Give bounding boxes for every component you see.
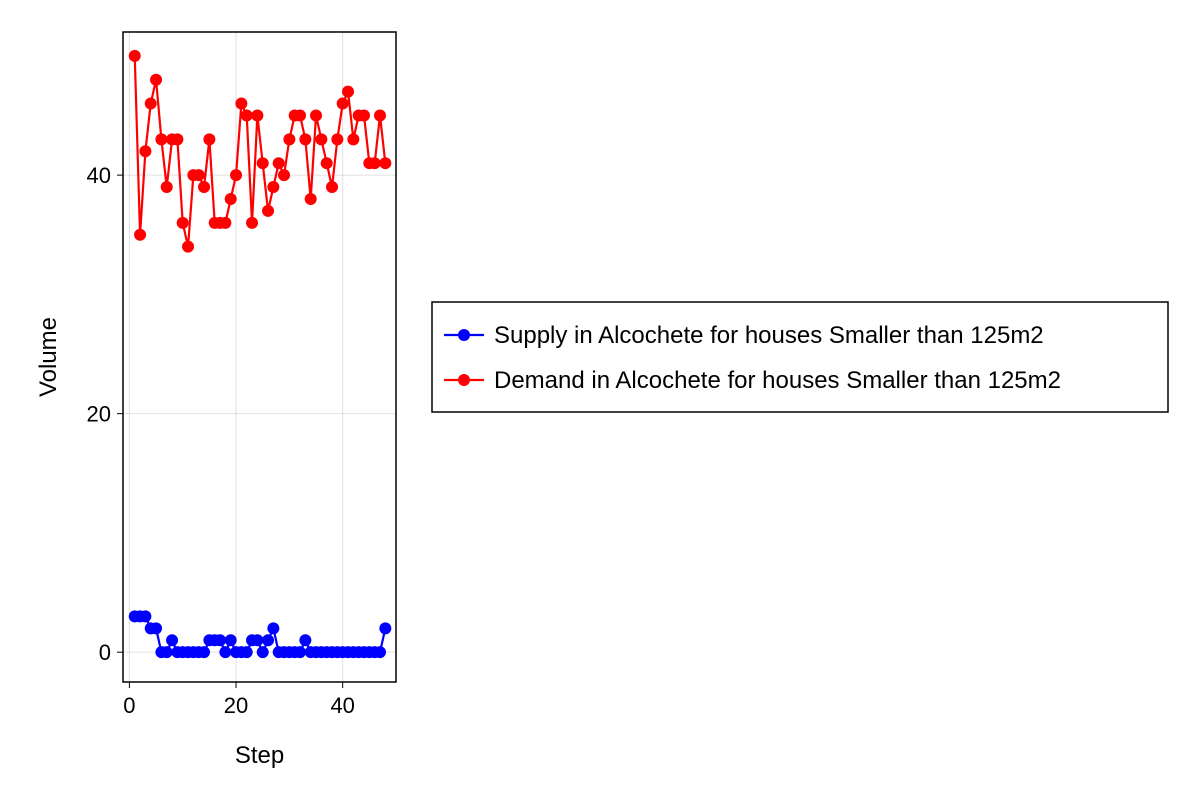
data-point (310, 109, 323, 122)
data-point (171, 133, 184, 146)
data-point (219, 216, 232, 229)
data-point (251, 634, 264, 647)
series-layer (128, 49, 392, 659)
axis-ticks: 0 20 40 0 20 40 (87, 163, 355, 718)
data-point (267, 622, 280, 635)
data-point (379, 622, 392, 635)
data-point (267, 181, 280, 194)
data-point (139, 145, 152, 158)
data-point (272, 157, 285, 170)
data-point (134, 228, 147, 241)
series-line (133, 55, 387, 248)
data-point (251, 109, 264, 122)
data-point (304, 192, 317, 205)
data-point (219, 646, 232, 659)
data-point (224, 634, 237, 647)
series-supply (128, 610, 392, 659)
legend-label: Supply in Alcochete for houses Smaller t… (494, 322, 1044, 349)
data-point (299, 133, 312, 146)
data-point (224, 192, 237, 205)
data-point (150, 73, 163, 86)
data-point (235, 97, 248, 110)
data-point (155, 133, 168, 146)
data-point (256, 646, 269, 659)
legend-label: Demand in Alcochete for houses Smaller t… (494, 367, 1061, 394)
data-point (150, 622, 163, 635)
x-tick-label: 20 (224, 693, 248, 718)
data-point (198, 646, 211, 659)
data-point (379, 157, 392, 170)
data-point (160, 181, 173, 194)
data-point (294, 646, 307, 659)
data-point (342, 85, 355, 98)
data-point (283, 133, 296, 146)
legend-item: Supply in Alcochete for houses Smaller t… (444, 322, 1044, 349)
legend-marker (458, 374, 470, 386)
data-point (347, 133, 360, 146)
legend-item: Demand in Alcochete for houses Smaller t… (444, 367, 1061, 394)
data-point (192, 169, 205, 182)
y-tick-label: 0 (99, 640, 111, 665)
data-point (262, 634, 275, 647)
data-point (128, 49, 141, 62)
y-tick-label: 40 (87, 163, 111, 188)
data-point (278, 169, 291, 182)
data-point (182, 240, 195, 253)
data-point (326, 181, 339, 194)
data-point (315, 133, 328, 146)
data-point (262, 204, 275, 217)
data-point (256, 157, 269, 170)
x-tick-label: 0 (123, 693, 135, 718)
data-point (336, 97, 349, 110)
data-point (214, 634, 227, 647)
legend-box (431, 301, 1169, 413)
data-point (246, 216, 259, 229)
x-tick-label: 40 (330, 693, 354, 718)
data-point (358, 109, 371, 122)
data-point (374, 646, 387, 659)
y-axis-label: Volume (35, 317, 62, 397)
legend-items: Supply in Alcochete for houses Smaller t… (444, 322, 1061, 394)
data-point (198, 181, 211, 194)
data-point (176, 216, 189, 229)
data-point (331, 133, 344, 146)
data-point (374, 109, 387, 122)
data-point (299, 634, 312, 647)
data-point (160, 646, 173, 659)
data-point (230, 169, 243, 182)
data-point (240, 109, 253, 122)
data-point (368, 157, 381, 170)
legend: Supply in Alcochete for houses Smaller t… (431, 301, 1169, 413)
plot-frame (122, 31, 397, 683)
data-point (166, 634, 179, 647)
data-point (294, 109, 307, 122)
data-point (320, 157, 333, 170)
data-point (139, 610, 152, 623)
x-axis-label: Step (235, 742, 284, 769)
y-tick-label: 20 (87, 402, 111, 427)
data-point (203, 133, 216, 146)
data-point (144, 97, 157, 110)
series-demand (128, 49, 392, 253)
data-point (240, 646, 253, 659)
legend-marker (458, 329, 470, 341)
